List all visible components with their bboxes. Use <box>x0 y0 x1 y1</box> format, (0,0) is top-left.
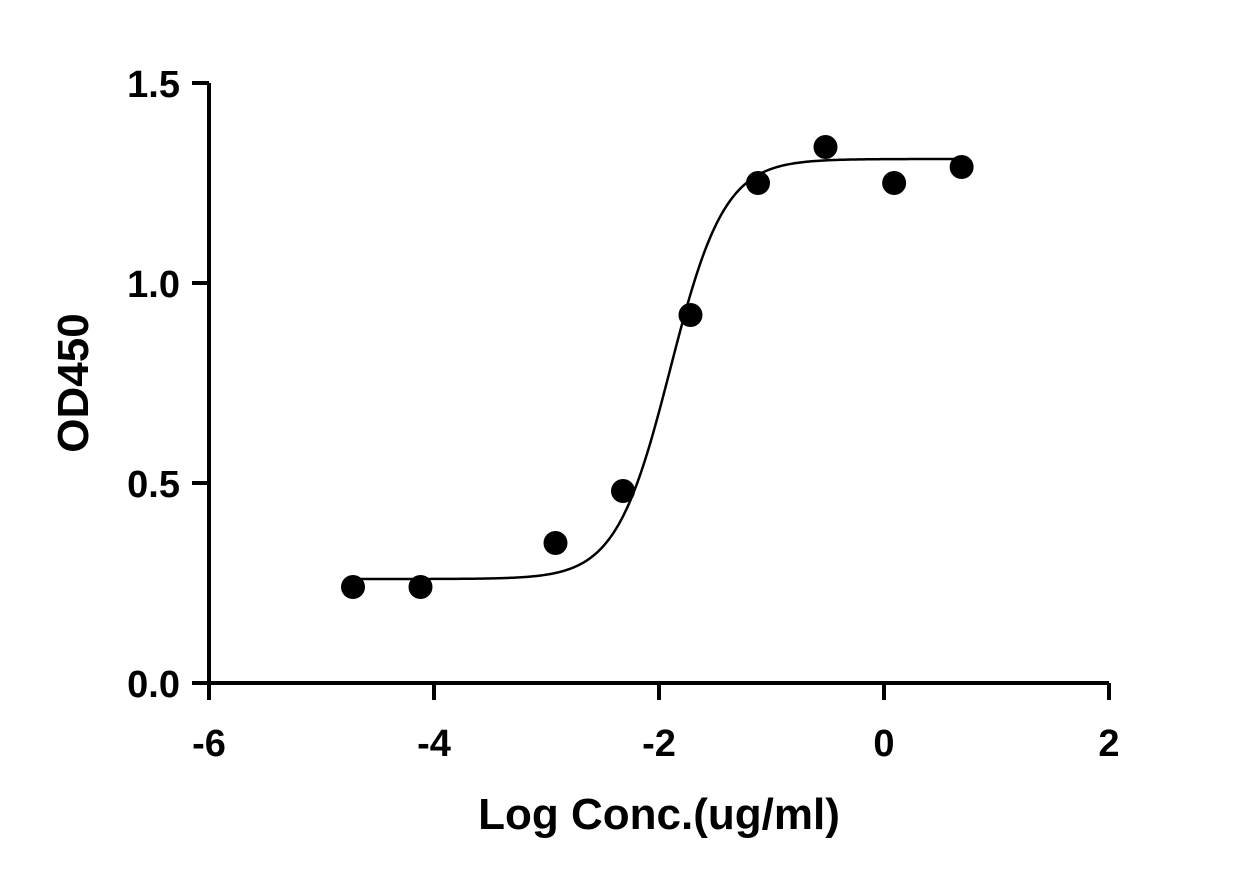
y-ticks: 0.0 0.5 1.0 1.5 <box>127 64 209 706</box>
x-tick-label: -4 <box>417 723 451 765</box>
x-tick-label: -2 <box>642 723 676 765</box>
data-point <box>746 171 770 195</box>
data-point <box>813 135 838 159</box>
data-point <box>611 479 635 503</box>
y-axis-title: OD450 <box>49 313 98 452</box>
data-point <box>678 303 703 327</box>
y-tick-label: 1.0 <box>127 264 180 306</box>
data-point <box>341 575 365 599</box>
data-point <box>949 155 974 179</box>
y-tick-label: 0.0 <box>127 664 180 706</box>
x-ticks: -6 -4 -2 0 2 <box>192 683 1120 765</box>
fit-curve <box>353 157 962 581</box>
data-points <box>341 135 974 599</box>
x-tick-label: 2 <box>1098 723 1119 765</box>
x-tick-label: 0 <box>873 723 894 765</box>
data-point <box>882 171 907 195</box>
y-tick-label: 1.5 <box>127 64 180 106</box>
x-axis-title: Log Conc.(ug/ml) <box>478 790 840 839</box>
y-tick-label: 0.5 <box>127 464 180 506</box>
data-point <box>543 531 568 555</box>
x-tick-label: -6 <box>192 723 226 765</box>
data-point <box>408 575 433 599</box>
